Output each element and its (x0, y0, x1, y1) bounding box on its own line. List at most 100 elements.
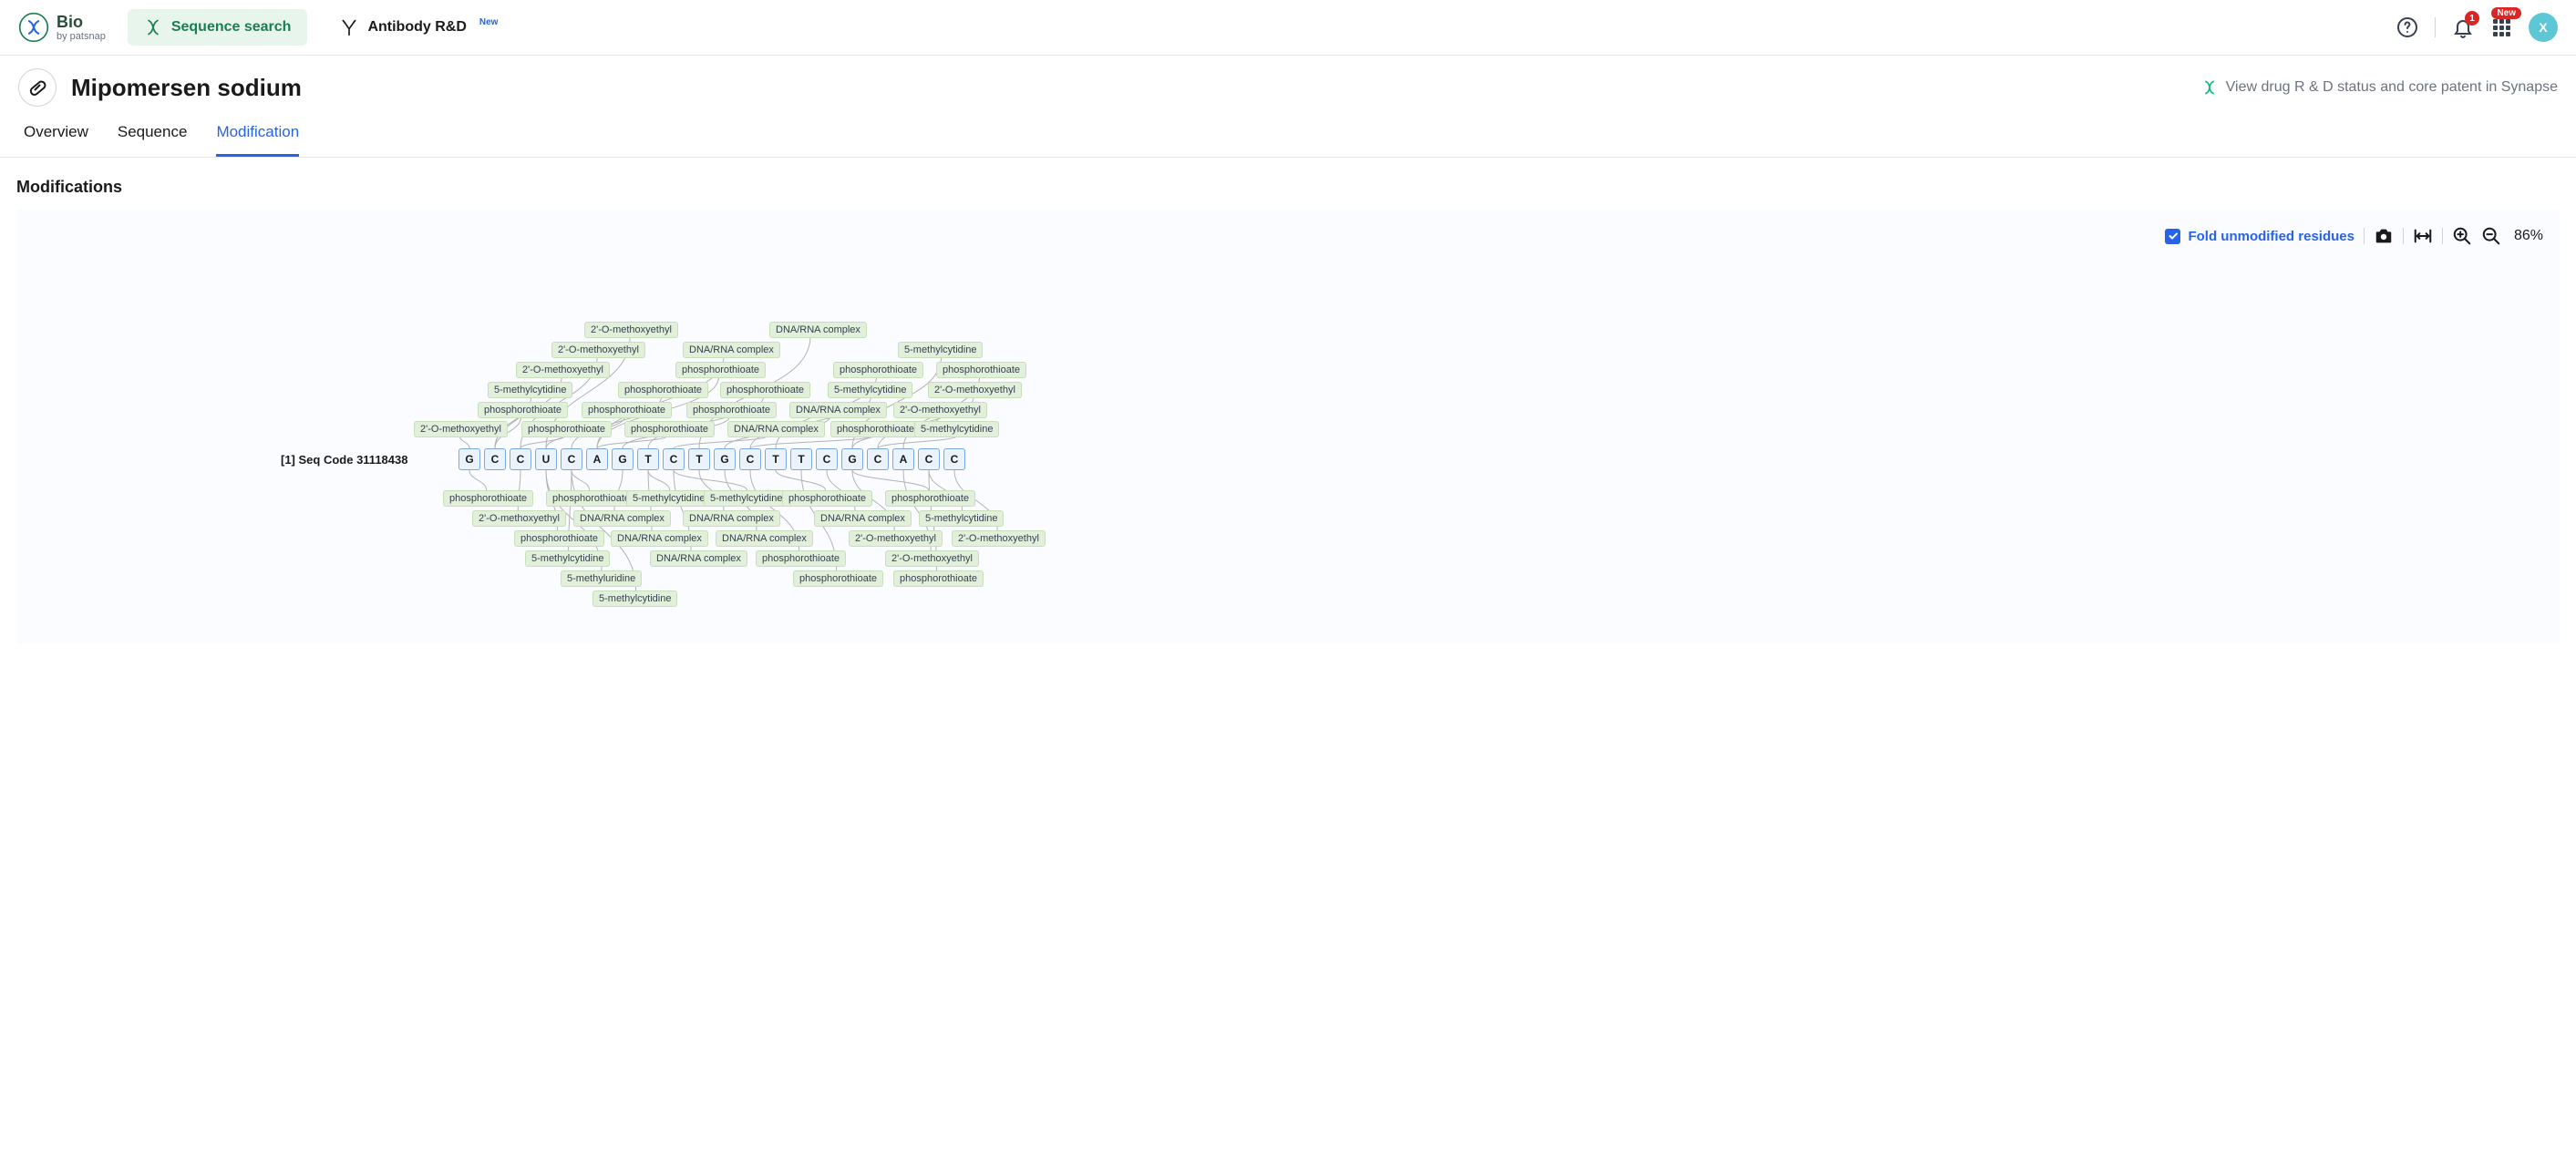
modification-tag[interactable]: phosphorothioate (885, 490, 975, 507)
notification-badge: 1 (2465, 11, 2479, 26)
divider (2442, 228, 2443, 244)
tab-overview[interactable]: Overview (24, 123, 88, 157)
modification-tag[interactable]: 5-methylcytidine (919, 510, 1004, 527)
modification-tag[interactable]: DNA/RNA complex (683, 510, 780, 527)
drug-icon-circle (18, 68, 57, 107)
top-nav: Bio by patsnap Sequence search Antibody … (0, 0, 2576, 56)
modification-tag[interactable]: DNA/RNA complex (683, 342, 780, 358)
residue[interactable]: G (612, 448, 634, 470)
modification-tag[interactable]: 5-methylcytidine (914, 421, 999, 437)
fold-unmodified-toggle[interactable]: Fold unmodified residues (2165, 229, 2354, 244)
user-avatar[interactable]: X (2529, 13, 2558, 42)
modification-tag[interactable]: DNA/RNA complex (769, 322, 867, 338)
residue[interactable]: C (561, 448, 582, 470)
modification-diagram[interactable]: [1] Seq Code 31118438GCCUCAGTCTGCTTCGCAC… (33, 252, 2543, 643)
synapse-icon (2200, 78, 2219, 97)
modification-tag[interactable]: 2'-O-methoxyethyl (551, 342, 645, 358)
modification-tag[interactable]: 5-methyluridine (561, 570, 642, 587)
modification-tag[interactable]: 2'-O-methoxyethyl (584, 322, 678, 338)
modification-tag[interactable]: phosphorothioate (793, 570, 883, 587)
residue[interactable]: U (535, 448, 557, 470)
zoom-in-icon (2452, 226, 2472, 246)
diagram-canvas: Fold unmodified residues 86% [1] Seq Cod… (16, 210, 2560, 643)
residue[interactable]: C (739, 448, 761, 470)
fit-width-icon (2413, 226, 2433, 246)
modification-tag[interactable]: phosphorothioate (624, 421, 715, 437)
modification-tag[interactable]: DNA/RNA complex (573, 510, 671, 527)
modification-tag[interactable]: 5-methylcytidine (525, 550, 610, 567)
modification-tag[interactable]: 2'-O-methoxyethyl (952, 530, 1046, 547)
residue[interactable]: C (510, 448, 531, 470)
modification-tag[interactable]: 2'-O-methoxyethyl (849, 530, 943, 547)
apps-button[interactable]: New (2490, 16, 2512, 38)
modification-tag[interactable]: 5-methylcytidine (488, 382, 572, 398)
modification-tag[interactable]: phosphorothioate (443, 490, 533, 507)
modification-tag[interactable]: 2'-O-methoxyethyl (472, 510, 566, 527)
residue[interactable]: C (918, 448, 940, 470)
residue[interactable]: A (586, 448, 608, 470)
residue[interactable]: C (867, 448, 889, 470)
nav-antibody-rd-label: Antibody R&D (367, 19, 466, 36)
modification-tag[interactable]: phosphorothioate (521, 421, 612, 437)
fit-width-button[interactable] (2413, 226, 2433, 246)
modification-tag[interactable]: phosphorothioate (756, 550, 846, 567)
modification-tag[interactable]: 2'-O-methoxyethyl (885, 550, 979, 567)
modification-tag[interactable]: phosphorothioate (514, 530, 604, 547)
residue[interactable]: A (892, 448, 914, 470)
modification-tag[interactable]: phosphorothioate (833, 362, 923, 378)
residue[interactable]: T (637, 448, 659, 470)
tab-modification[interactable]: Modification (216, 123, 299, 157)
modification-tag[interactable]: DNA/RNA complex (727, 421, 825, 437)
modification-tag[interactable]: phosphorothioate (782, 490, 872, 507)
tab-sequence[interactable]: Sequence (118, 123, 188, 157)
residue[interactable]: G (841, 448, 863, 470)
modification-tag[interactable]: DNA/RNA complex (611, 530, 708, 547)
synapse-link[interactable]: View drug R & D status and core patent i… (2200, 78, 2558, 97)
modification-tag[interactable]: phosphorothioate (686, 402, 777, 418)
modification-tag[interactable]: DNA/RNA complex (814, 510, 912, 527)
modification-tag[interactable]: phosphorothioate (618, 382, 708, 398)
modification-tag[interactable]: phosphorothioate (936, 362, 1026, 378)
screenshot-button[interactable] (2374, 226, 2394, 246)
modification-tag[interactable]: DNA/RNA complex (716, 530, 813, 547)
modification-tag[interactable]: 2'-O-methoxyethyl (414, 421, 508, 437)
modification-tag[interactable]: phosphorothioate (478, 402, 568, 418)
modification-tag[interactable]: 5-methylcytidine (898, 342, 983, 358)
modification-tag[interactable]: phosphorothioate (546, 490, 636, 507)
dna-icon (144, 18, 162, 36)
notifications-button[interactable]: 1 (2452, 16, 2474, 38)
modification-tag[interactable]: 5-methylcytidine (828, 382, 912, 398)
modification-tag[interactable]: phosphorothioate (720, 382, 810, 398)
residue[interactable]: T (688, 448, 710, 470)
modification-tag[interactable]: phosphorothioate (675, 362, 766, 378)
residue[interactable]: C (816, 448, 838, 470)
modification-tag[interactable]: 2'-O-methoxyethyl (893, 402, 987, 418)
modification-tag[interactable]: 5-methylcytidine (626, 490, 711, 507)
modification-tag[interactable]: DNA/RNA complex (650, 550, 747, 567)
modification-tag[interactable]: phosphorothioate (582, 402, 672, 418)
residue[interactable]: C (663, 448, 685, 470)
residue[interactable]: C (943, 448, 965, 470)
modification-tag[interactable]: 5-methylcytidine (704, 490, 788, 507)
modification-tag[interactable]: phosphorothioate (893, 570, 984, 587)
antibody-icon (340, 18, 358, 36)
nav-sequence-search[interactable]: Sequence search (128, 9, 308, 46)
modification-tag[interactable]: DNA/RNA complex (789, 402, 887, 418)
zoom-out-button[interactable] (2481, 226, 2501, 246)
modification-tag[interactable]: 2'-O-methoxyethyl (928, 382, 1022, 398)
modification-tag[interactable]: 5-methylcytidine (592, 590, 677, 607)
residue[interactable]: T (765, 448, 787, 470)
divider (2364, 228, 2365, 244)
help-button[interactable] (2396, 16, 2418, 38)
zoom-in-button[interactable] (2452, 226, 2472, 246)
page-header: Mipomersen sodium View drug R & D status… (0, 56, 2576, 107)
residue[interactable]: C (484, 448, 506, 470)
logo[interactable]: Bio by patsnap (18, 12, 106, 43)
residue[interactable]: T (790, 448, 812, 470)
modification-tag[interactable]: phosphorothioate (830, 421, 921, 437)
nav-antibody-rd[interactable]: Antibody R&D New (324, 9, 514, 46)
residue[interactable]: G (459, 448, 480, 470)
residue[interactable]: G (714, 448, 736, 470)
modification-tag[interactable]: 2'-O-methoxyethyl (516, 362, 610, 378)
avatar-initial: X (2539, 20, 2547, 35)
